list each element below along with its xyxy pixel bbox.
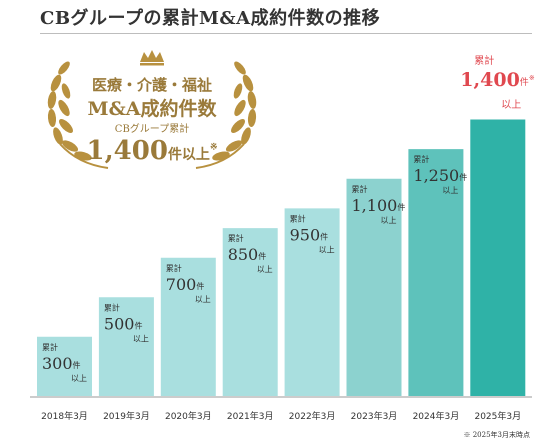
data-label-value: 500件 (104, 314, 143, 333)
data-label-prefix: 累計 (166, 263, 182, 273)
bar-2019年3月 (98, 297, 154, 396)
x-tick-label: 2020年3月 (165, 410, 212, 422)
x-tick-label: 2024年3月 (413, 410, 460, 422)
data-label-suffix: 以上 (195, 295, 211, 304)
bar-2022年3月 (284, 208, 340, 396)
data-label-suffix: 以上 (133, 334, 149, 343)
x-tick-label: 2019年3月 (103, 410, 150, 422)
bar-2018年3月 (37, 336, 92, 396)
badge-value: 1,400 (86, 136, 168, 166)
badge-unit: 件以上 (167, 147, 210, 163)
data-label-prefix: 累計 (104, 302, 120, 312)
x-tick-label: 2022年3月 (289, 410, 336, 422)
data-label-suffix: 以上 (442, 186, 458, 195)
data-label-prefix: 累計 (42, 342, 58, 352)
data-label-value: 1,100件 (352, 196, 406, 215)
x-tick-label: 2018年3月 (41, 410, 88, 422)
data-label-suffix: 以上 (319, 245, 335, 254)
data-label-prefix: 累計 (413, 154, 429, 164)
badge-line1: 医療・介護・福祉 (91, 76, 212, 94)
data-label-prefix: 累計 (474, 54, 494, 67)
bar-2025年3月 (470, 119, 526, 396)
x-tick-label: 2025年3月 (474, 410, 521, 422)
x-tick-label: 2021年3月 (227, 410, 274, 422)
bar-2023年3月 (346, 178, 402, 396)
laurel-wreath-icon (47, 50, 257, 169)
data-label-value: 1,400件※ (460, 69, 535, 91)
footnote: ※ 2025年3月末時点 (463, 431, 531, 439)
badge-mark: ※ (209, 142, 218, 153)
data-label-value: 300件 (42, 354, 81, 373)
data-label-value: 950件 (290, 225, 329, 244)
page-title: CBグループの累計M&A成約件数の推移 (40, 8, 381, 29)
data-label-value: 850件 (228, 245, 267, 264)
data-label-value: 700件 (166, 275, 205, 294)
data-label-value: 1,250件 (413, 166, 467, 185)
data-label-suffix: 以上 (257, 265, 273, 274)
bar-2021年3月 (222, 228, 278, 396)
x-tick-label: 2023年3月 (351, 410, 398, 422)
data-label-prefix: 累計 (290, 213, 306, 223)
bar-2024年3月 (408, 149, 464, 396)
data-label-prefix: 累計 (352, 184, 368, 194)
title-divider (40, 33, 532, 34)
bar-2020年3月 (160, 257, 216, 396)
badge-line2: M&A成約件数 (87, 98, 217, 120)
data-label-suffix: 以上 (381, 216, 397, 225)
award-badge: 医療・介護・福祉 M&A成約件数 CBグループ累計 1,400件以上※ (38, 48, 266, 176)
data-label-prefix: 累計 (228, 233, 244, 243)
data-label-suffix: 以上 (501, 99, 521, 111)
data-label-suffix: 以上 (71, 374, 87, 383)
badge-line3: CBグループ累計 (114, 124, 190, 135)
badge-value-line: 1,400件以上※ (38, 136, 266, 166)
